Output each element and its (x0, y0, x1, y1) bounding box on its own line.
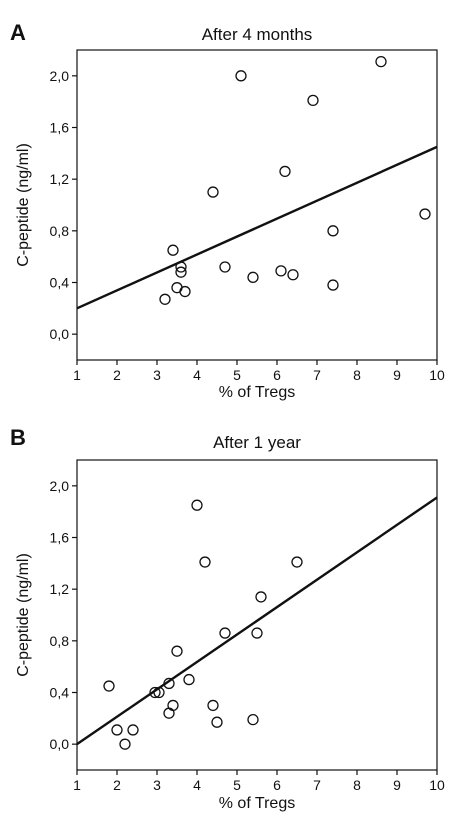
panel-b-data-point (191, 499, 203, 511)
panel-b-title: After 1 year (213, 433, 301, 452)
panel-a-data-point (287, 269, 299, 281)
panel-a-regression-line (76, 145, 438, 310)
panel-a-y-tick-label: 1,2 (50, 171, 70, 187)
panel-b-x-tick-label: 5 (233, 777, 241, 793)
panel-a-title: After 4 months (202, 25, 313, 44)
panel-a-x-tick-label: 1 (73, 367, 81, 383)
panel-a-y-tick-label: 0,8 (50, 223, 70, 239)
panel-a-data-point (167, 244, 179, 256)
panel-b-x-tick-label: 2 (113, 777, 121, 793)
panel-a-x-tick-label: 3 (153, 367, 161, 383)
panel-b-data-point (103, 680, 115, 692)
panel-b-data-point (291, 556, 303, 568)
panel-a-y-tick-label: 0,4 (50, 275, 70, 291)
panel-b-data-point (119, 738, 131, 750)
panel-b-data-point (149, 686, 161, 699)
panel-b-x-tick-label: 9 (393, 777, 401, 793)
panel-b-y-tick-label: 1,6 (50, 530, 70, 546)
panel-b-y-tick-label: 1,2 (50, 581, 70, 597)
panel-b-y-tick-label: 0,8 (50, 633, 70, 649)
panel-a-x-axis-label: % of Tregs (219, 384, 295, 401)
panel-b-data-point (171, 645, 183, 657)
panel-b-data-point (211, 716, 223, 728)
panel-b-data-point (153, 686, 165, 699)
panel-letter-b: B (10, 425, 26, 450)
panel-b-data-point (167, 699, 179, 712)
panel-a-data-point (307, 94, 319, 107)
panel-letter-a: A (10, 20, 26, 45)
panel-b-data-point (199, 556, 211, 568)
panel-b-y-axis: 0,0 0,4 0,8 1,2 1,6 2,0 (50, 478, 77, 752)
panel-a-x-tick-label: 4 (193, 367, 201, 383)
panel-b-data-point (255, 591, 267, 603)
panel-a: A After 4 months 1 2 3 4 5 6 7 8 9 10 0,0 0,4 0,8 1,… (10, 20, 445, 401)
panel-a-x-tick-label: 7 (313, 367, 321, 383)
panel-b-x-tick-label: 3 (153, 777, 161, 793)
panel-b-x-tick-label: 10 (429, 777, 445, 793)
panel-a-data-point (419, 208, 431, 220)
panel-a-y-axis-label: C-peptide (ng/ml) (15, 143, 32, 267)
panel-b-x-tick-label: 1 (73, 777, 81, 793)
panel-b-plot-frame (76, 459, 438, 771)
panel-b-data-point (127, 724, 139, 736)
panel-b-y-tick-label: 0,4 (50, 685, 70, 701)
panel-a-data-point (219, 261, 231, 273)
panel-a-data-point (235, 70, 247, 82)
panel-a-x-tick-label: 9 (393, 367, 401, 383)
panel-b-x-tick-label: 4 (193, 777, 201, 793)
panel-a-data-point (179, 285, 191, 298)
panel-b: B After 1 year 1 2 3 4 5 6 7 8 9 10 0,0 0,4 0,8 1,2 1… (10, 425, 445, 812)
panel-a-data-point (207, 186, 219, 198)
panel-a-data-point (275, 265, 287, 277)
panel-b-x-tick-label: 7 (313, 777, 321, 793)
panel-a-x-tick-label: 8 (353, 367, 361, 383)
panel-a-plot-frame (76, 49, 438, 361)
panel-b-y-tick-label: 2,0 (50, 478, 70, 494)
panel-a-y-axis: 0,0 0,4 0,8 1,2 1,6 2,0 (50, 68, 77, 342)
panel-b-x-axis-label: % of Tregs (219, 795, 295, 812)
panel-b-data-point (247, 713, 259, 726)
panel-a-data-point (327, 225, 339, 237)
panel-a-x-tick-label: 6 (273, 367, 281, 383)
panel-b-data-point (111, 724, 123, 736)
panel-b-data-point (251, 627, 263, 639)
panel-b-y-tick-label: 0,0 (50, 736, 70, 752)
panel-a-data-point (175, 261, 187, 273)
panel-b-data-point (163, 707, 175, 719)
panel-b-x-axis: 1 2 3 4 5 6 7 8 9 10 (73, 770, 445, 793)
panel-a-data-point (279, 165, 291, 178)
panel-b-data-point (183, 673, 195, 686)
panel-a-data-point (159, 293, 171, 305)
panel-a-data-point (375, 55, 387, 68)
panel-b-x-tick-label: 6 (273, 777, 281, 793)
panel-a-y-tick-label: 2,0 (50, 68, 70, 84)
panel-a-y-tick-label: 0,0 (50, 326, 70, 342)
panel-a-x-tick-label: 2 (113, 367, 121, 383)
panel-a-data-point (327, 279, 339, 291)
panel-a-x-axis: 1 2 3 4 5 6 7 8 9 10 (73, 360, 445, 383)
panel-a-x-tick-label: 10 (429, 367, 445, 383)
panel-b-data-point (163, 677, 175, 690)
panel-a-y-tick-label: 1,6 (50, 120, 70, 136)
panel-a-data-point (247, 271, 259, 283)
panel-b-x-tick-label: 8 (353, 777, 361, 793)
panel-b-data-point (219, 627, 231, 639)
panel-a-data-point (175, 266, 187, 278)
panel-a-data-points (159, 55, 431, 305)
panel-a-x-tick-label: 5 (233, 367, 241, 383)
panel-b-y-axis-label: C-peptide (ng/ml) (15, 553, 32, 677)
panel-b-data-point (207, 699, 219, 712)
panel-b-regression-line (76, 496, 438, 746)
panel-b-data-points (103, 499, 303, 750)
